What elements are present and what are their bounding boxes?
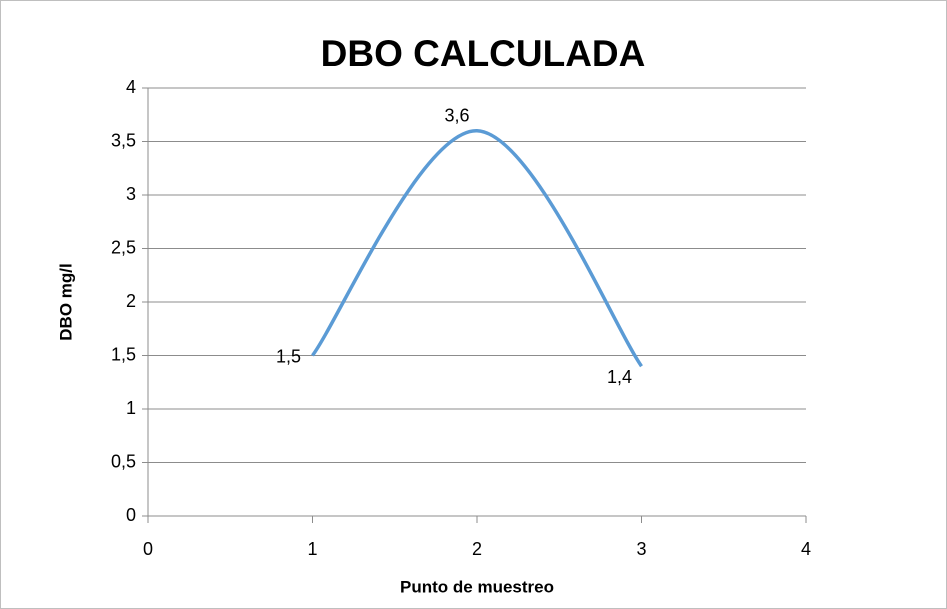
x-tick-label: 2 bbox=[472, 539, 482, 559]
chart-title: DBO CALCULADA bbox=[321, 33, 646, 74]
y-tick-label: 3,5 bbox=[111, 130, 136, 150]
x-axis-label: Punto de muestreo bbox=[400, 577, 554, 596]
y-axis-label: DBO mg/l bbox=[56, 263, 75, 340]
y-tick-label: 1 bbox=[126, 398, 136, 418]
y-tick-label: 2,5 bbox=[111, 237, 136, 257]
y-tick-label: 0 bbox=[126, 505, 136, 525]
y-tick-label: 3 bbox=[126, 184, 136, 204]
data-label: 1,5 bbox=[276, 346, 301, 366]
data-label: 1,4 bbox=[607, 367, 632, 387]
x-tick-label: 3 bbox=[636, 539, 646, 559]
x-tick-label: 0 bbox=[143, 539, 153, 559]
data-label: 3,6 bbox=[444, 106, 469, 126]
data-line bbox=[311, 129, 643, 368]
y-tick-label: 2 bbox=[126, 291, 136, 311]
y-tick-label: 1,5 bbox=[111, 344, 136, 364]
y-tick-label: 4 bbox=[126, 77, 136, 97]
x-tick-label: 1 bbox=[307, 539, 317, 559]
y-tick-label: 0,5 bbox=[111, 451, 136, 471]
x-tick-label: 4 bbox=[801, 539, 811, 559]
